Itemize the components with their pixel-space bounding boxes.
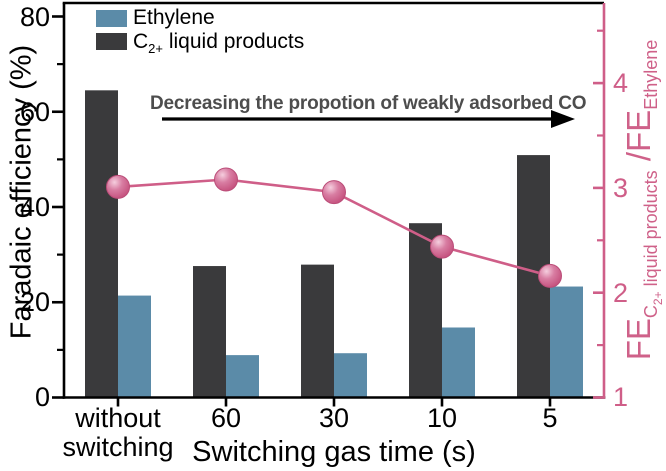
- legend-c2plus-sub: 2+: [148, 41, 163, 56]
- left-axis-title: Faradaic efficiency (%): [5, 44, 38, 340]
- x-tick-60: 60: [210, 403, 242, 433]
- annotation-text: Decreasing the propotion of weakly adsor…: [150, 93, 587, 114]
- right-axis-sub1-sub: 2+: [651, 291, 665, 306]
- x-axis-title: Switching gas time (s): [192, 436, 476, 468]
- legend-swatch-c2plus: [96, 33, 127, 50]
- right-axis-title: FEC2+ liquid products /FEEthylene: [620, 39, 665, 361]
- right-tick-3: 3: [613, 173, 629, 203]
- axes-layer: [52, 1, 606, 407]
- right-axis-sub1-main: C: [641, 305, 661, 319]
- x-tick-5: 5: [542, 403, 558, 433]
- bar-ethylene-2: [334, 353, 367, 398]
- right-tick-2: 2: [613, 278, 629, 308]
- left-tick-20: 20: [19, 287, 50, 317]
- x-tick-10: 10: [426, 403, 458, 433]
- right-axis-fe2: /FE: [620, 109, 657, 171]
- legend-c2plus-rest: liquid products: [163, 30, 305, 53]
- right-axis-sub2: Ethylene: [641, 39, 661, 110]
- bars-layer: [85, 90, 583, 398]
- ratio-marker-4: [538, 263, 562, 288]
- bar-ethylene-0: [118, 295, 151, 398]
- ratio-marker-0: [106, 174, 130, 199]
- legend-label-c2plus: C2+ liquid products: [133, 30, 304, 56]
- ratio-marker-3: [430, 234, 454, 259]
- right-axis-sub1-rest: liquid products: [641, 170, 661, 292]
- legend-label-ethylene: Ethylene: [133, 6, 215, 29]
- ratio-line-layer: [106, 167, 562, 288]
- ratio-marker-1: [214, 167, 238, 192]
- left-tick-60: 60: [19, 97, 50, 127]
- right-tick-4: 4: [613, 68, 629, 98]
- x-tick-without-switching: without switching: [43, 404, 193, 462]
- x-tick-30: 30: [318, 403, 350, 433]
- bar-ethylene-4: [550, 286, 583, 398]
- left-tick-0: 0: [34, 382, 50, 412]
- annotation-arrow-head: [551, 110, 575, 128]
- bar-ethylene-3: [442, 327, 475, 398]
- left-tick-80: 80: [19, 2, 50, 32]
- bar-c2plus-0: [85, 90, 118, 398]
- x-tick-line1: without: [75, 403, 161, 433]
- legend-c2plus-main: C: [133, 30, 149, 53]
- annotation-arrow: [162, 110, 575, 128]
- right-axis-fe1: FE: [620, 318, 657, 361]
- legend-swatch-ethylene: [96, 10, 127, 27]
- x-tick-line2: switching: [62, 432, 174, 462]
- bar-c2plus-1: [193, 266, 226, 398]
- bar-ethylene-1: [226, 355, 259, 398]
- ratio-marker-2: [322, 180, 346, 205]
- bar-c2plus-2: [301, 264, 334, 398]
- right-tick-1: 1: [613, 382, 629, 412]
- left-tick-40: 40: [19, 192, 50, 222]
